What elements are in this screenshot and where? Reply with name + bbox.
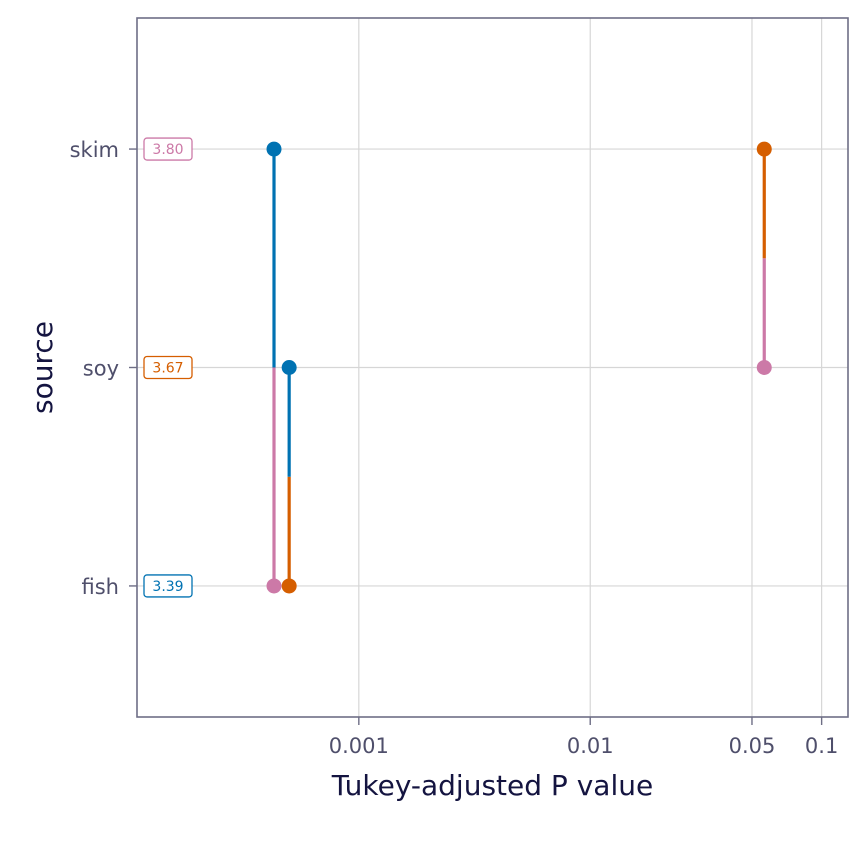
comparison-point-fish-skim-fish — [266, 578, 282, 594]
comparison-point-fish-soy-fish — [281, 578, 297, 594]
x-tick-label-0.01: 0.01 — [567, 734, 614, 758]
y-tick-label-soy: soy — [83, 357, 119, 381]
emmean-label-box-skim — [143, 137, 193, 161]
x-tick-label-0.05: 0.05 — [729, 734, 776, 758]
comparison-point-fish-skim-skim — [266, 141, 282, 157]
comparison-marks — [266, 141, 772, 594]
y-tick-label-fish: fish — [82, 575, 119, 599]
emmean-label-box-fish — [143, 574, 193, 598]
y-tick-label-skim: skim — [70, 138, 119, 162]
emmean-label-box-soy — [143, 355, 193, 380]
axis-ticks: fish soy skim 0.001 0.01 0.05 0.1 — [70, 138, 839, 758]
comparison-point-fish-soy-soy — [281, 360, 297, 375]
emmean-label-soy: 3.67 — [152, 361, 183, 377]
x-axis-title: Tukey-adjusted P value — [331, 769, 653, 802]
emmean-labels: 3.80 3.67 3.39 — [143, 137, 193, 598]
x-tick-label-0.001: 0.001 — [329, 734, 389, 758]
comparison-point-soy-skim-skim — [756, 141, 772, 157]
emmean-label-fish: 3.39 — [152, 579, 183, 595]
emmean-label-skim: 3.80 — [152, 142, 183, 158]
y-axis-title: source — [26, 321, 59, 414]
comparison-point-soy-skim-soy — [756, 360, 772, 375]
x-tick-label-0.1: 0.1 — [805, 734, 838, 758]
gridlines — [137, 18, 848, 717]
